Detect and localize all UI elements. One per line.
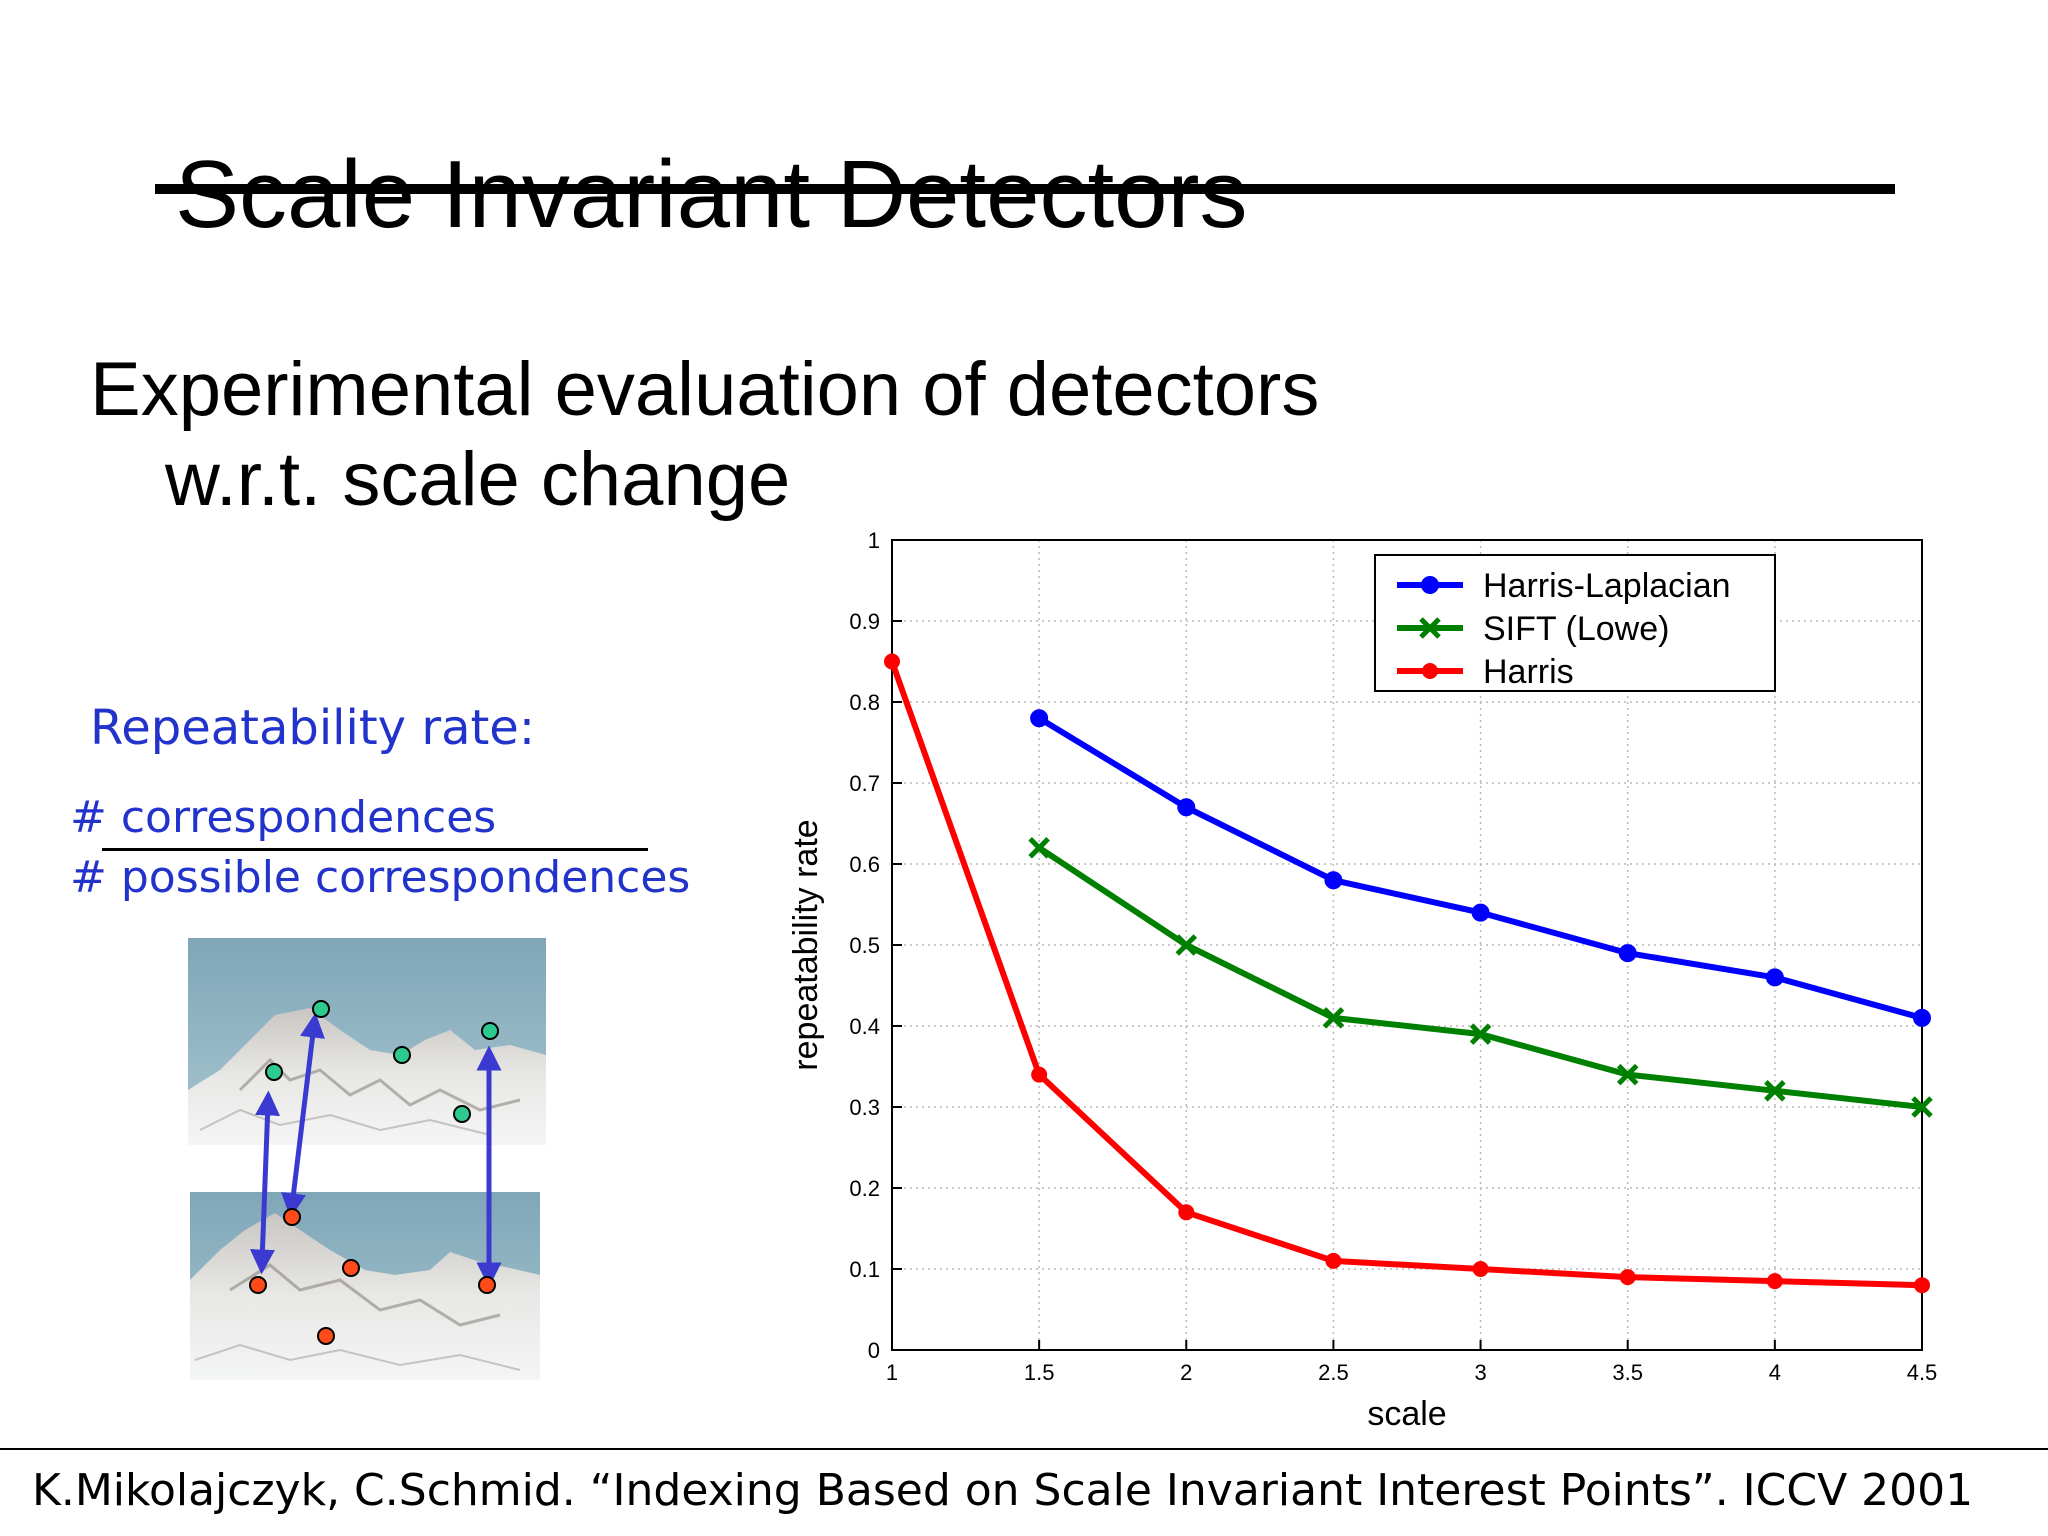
x-tick-label: 2.5	[1318, 1360, 1349, 1385]
repeatability-chart: 1 1.5 2 2.5 3 3.5 4 4.5 0 0.1 0.2 0.3 0.4 0.5 0.6 0.7 0.…	[787, 528, 1937, 1433]
data-point-sift-lowe	[1322, 1007, 1345, 1029]
data-point-harris-laplacian	[1177, 798, 1196, 817]
x-tick-label: 1.5	[1024, 1360, 1055, 1385]
legend-label: Harris	[1483, 653, 1574, 691]
data-point-harris-laplacian	[1471, 903, 1490, 922]
interest-point-bottom	[317, 1327, 335, 1345]
legend-marker	[1422, 663, 1438, 679]
x-tick-label: 1	[886, 1360, 898, 1385]
y-tick-label: 0	[868, 1338, 880, 1363]
data-point-sift-lowe	[1469, 1023, 1492, 1045]
y-tick-label: 0.6	[849, 852, 880, 877]
interest-point-top	[393, 1046, 411, 1064]
title-underline-rule	[155, 184, 1895, 194]
interest-point-bottom	[342, 1259, 360, 1277]
x-axis-label: scale	[1367, 1395, 1446, 1433]
interest-point-top	[481, 1022, 499, 1040]
legend: Harris-Laplacian SIFT (Lowe) Harris	[1374, 554, 1776, 692]
data-point-harris	[1325, 1252, 1342, 1269]
data-point-harris	[1619, 1269, 1636, 1286]
top-mountain-photo	[188, 938, 546, 1145]
legend-item: Harris-Laplacian	[1397, 567, 1731, 605]
series-sift-lowe	[1028, 837, 1933, 1118]
y-tick-label: 0.2	[849, 1176, 880, 1201]
y-tick-label: 0.5	[849, 933, 880, 958]
citation: K.Mikolajczyk, C.Schmid. “Indexing Based…	[32, 1465, 1974, 1516]
legend-label: SIFT (Lowe)	[1483, 610, 1669, 648]
y-tick-label: 0.8	[849, 690, 880, 715]
y-tick-label: 1	[868, 528, 880, 553]
y-tick-label: 0.9	[849, 609, 880, 634]
interest-point-bottom	[249, 1276, 267, 1294]
series-line-harris	[889, 660, 1923, 1289]
interest-point-top	[265, 1063, 283, 1081]
fraction-denominator: # possible correspondences	[70, 852, 691, 903]
interest-point-bottom	[478, 1276, 496, 1294]
repeatability-label: Repeatability rate:	[90, 700, 536, 756]
data-point-sift-lowe	[1764, 1080, 1786, 1102]
interest-point-bottom	[283, 1208, 301, 1226]
legend-marker	[1419, 617, 1441, 639]
footer-rule	[0, 1448, 2048, 1450]
series-harris	[884, 653, 1930, 1294]
data-point-sift-lowe	[1028, 837, 1050, 859]
interest-point-top	[453, 1105, 471, 1123]
data-point-harris-laplacian	[1324, 871, 1343, 890]
data-point-harris	[1178, 1204, 1195, 1221]
correspondence-arrow	[249, 1090, 281, 1275]
x-tick-label: 4	[1769, 1360, 1781, 1385]
data-point-harris-laplacian	[1765, 968, 1784, 987]
legend-item: Harris	[1397, 653, 1574, 691]
y-axis-label: repeatability rate	[787, 819, 825, 1070]
fraction-numerator: # correspondences	[70, 792, 497, 843]
correspondence-arrow	[281, 1012, 325, 1219]
x-tick-label: 3	[1474, 1360, 1486, 1385]
legend-marker	[1421, 576, 1439, 594]
y-tick-label: 0.4	[849, 1014, 880, 1039]
subtitle-line-1: Experimental evaluation of detectors	[90, 347, 1320, 432]
data-point-sift-lowe	[1911, 1096, 1933, 1118]
x-tick-label: 2	[1180, 1360, 1192, 1385]
x-tick-label: 3.5	[1612, 1360, 1643, 1385]
data-point-harris	[1031, 1066, 1048, 1083]
series-harris-laplacian	[1030, 709, 1931, 1027]
data-point-harris-laplacian	[1913, 1008, 1931, 1027]
data-point-sift-lowe	[1175, 934, 1198, 956]
legend-label: Harris-Laplacian	[1483, 567, 1731, 605]
subtitle-line-2: w.r.t. scale change	[165, 437, 791, 522]
data-point-harris-laplacian	[1618, 944, 1637, 963]
data-point-harris	[1472, 1261, 1489, 1277]
data-point-sift-lowe	[1616, 1063, 1639, 1086]
fraction-bar	[102, 848, 648, 851]
slide-title: Scale Invariant Detectors	[175, 141, 1248, 248]
interest-point-top	[312, 1000, 330, 1018]
data-point-harris	[1914, 1277, 1930, 1294]
y-tick-label: 0.3	[849, 1095, 880, 1120]
x-tick-label: 4.5	[1907, 1360, 1938, 1385]
correspondence-illustration	[188, 938, 546, 1380]
series	[884, 653, 1933, 1294]
data-point-harris-laplacian	[1030, 709, 1049, 728]
axis-ticks: 1 1.5 2 2.5 3 3.5 4 4.5 0 0.1 0.2 0.3 0.4 0.5 0.6 0.7 0.…	[849, 528, 1937, 1385]
y-tick-label: 0.1	[849, 1257, 880, 1282]
data-point-harris	[1766, 1273, 1783, 1290]
y-tick-label: 0.7	[849, 771, 880, 796]
legend-item: SIFT (Lowe)	[1397, 610, 1669, 648]
data-point-harris	[884, 653, 900, 670]
